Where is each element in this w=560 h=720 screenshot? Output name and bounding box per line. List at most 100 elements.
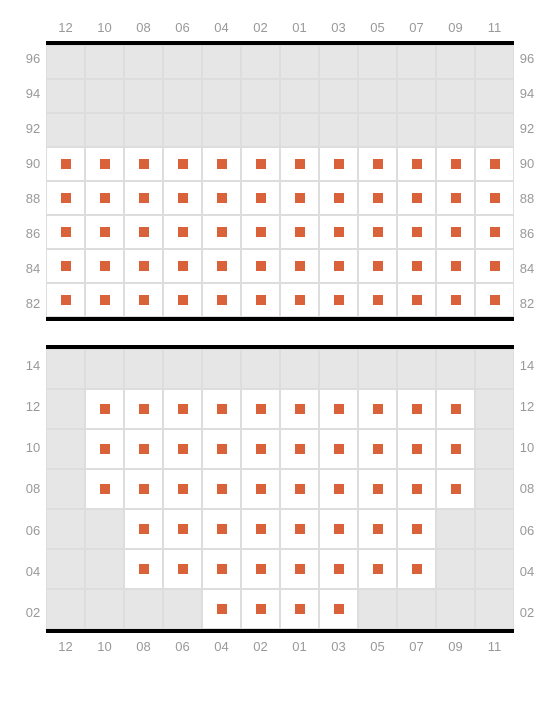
seat-cell[interactable] [202,249,241,283]
seat-cell[interactable] [397,215,436,249]
seat-cell[interactable] [85,283,124,317]
seat-cell[interactable] [124,509,163,549]
seat-cell[interactable] [319,147,358,181]
seat-cell[interactable] [202,429,241,469]
seat-cell[interactable] [202,215,241,249]
seat-cell[interactable] [85,181,124,215]
seat-cell[interactable] [280,549,319,589]
seat-cell[interactable] [163,215,202,249]
seat-cell[interactable] [124,249,163,283]
seat-cell[interactable] [241,249,280,283]
seat-cell[interactable] [319,249,358,283]
seat-cell[interactable] [163,181,202,215]
seat-cell[interactable] [475,249,514,283]
seat-cell[interactable] [397,181,436,215]
seat-cell[interactable] [358,469,397,509]
seat-cell[interactable] [46,283,85,317]
seat-cell[interactable] [436,147,475,181]
seat-cell[interactable] [202,389,241,429]
seat-cell[interactable] [319,509,358,549]
seat-cell[interactable] [85,147,124,181]
seat-cell[interactable] [241,469,280,509]
seat-cell[interactable] [319,469,358,509]
seat-cell[interactable] [85,469,124,509]
seat-cell[interactable] [202,283,241,317]
seat-cell[interactable] [163,429,202,469]
seat-cell[interactable] [358,389,397,429]
seat-cell[interactable] [319,215,358,249]
seat-cell[interactable] [163,469,202,509]
seat-cell[interactable] [202,147,241,181]
seat-cell[interactable] [397,249,436,283]
seat-cell[interactable] [436,469,475,509]
seat-cell[interactable] [358,283,397,317]
seat-cell[interactable] [280,215,319,249]
seat-cell[interactable] [280,469,319,509]
seat-cell[interactable] [124,549,163,589]
seat-cell[interactable] [436,283,475,317]
seat-cell[interactable] [397,389,436,429]
seat-cell[interactable] [85,249,124,283]
seat-cell[interactable] [397,147,436,181]
seat-cell[interactable] [85,429,124,469]
seat-cell[interactable] [241,147,280,181]
seat-cell[interactable] [202,589,241,629]
seat-cell[interactable] [163,389,202,429]
seat-cell[interactable] [436,389,475,429]
seat-cell[interactable] [319,549,358,589]
seat-cell[interactable] [241,283,280,317]
seat-cell[interactable] [124,181,163,215]
seat-cell[interactable] [241,389,280,429]
seat-cell[interactable] [358,147,397,181]
seat-cell[interactable] [397,429,436,469]
seat-cell[interactable] [475,181,514,215]
seat-cell[interactable] [280,509,319,549]
seat-cell[interactable] [46,147,85,181]
seat-cell[interactable] [358,549,397,589]
seat-cell[interactable] [319,589,358,629]
seat-cell[interactable] [124,429,163,469]
seat-cell[interactable] [397,549,436,589]
seat-cell[interactable] [475,215,514,249]
seat-cell[interactable] [124,147,163,181]
seat-cell[interactable] [319,429,358,469]
seat-cell[interactable] [319,389,358,429]
seat-cell[interactable] [241,589,280,629]
seat-cell[interactable] [436,249,475,283]
seat-cell[interactable] [280,429,319,469]
seat-cell[interactable] [280,181,319,215]
seat-cell[interactable] [202,181,241,215]
seat-cell[interactable] [241,215,280,249]
seat-cell[interactable] [124,283,163,317]
seat-cell[interactable] [397,283,436,317]
seat-cell[interactable] [280,147,319,181]
seat-cell[interactable] [241,429,280,469]
seat-cell[interactable] [397,469,436,509]
seat-cell[interactable] [319,181,358,215]
seat-cell[interactable] [241,549,280,589]
seat-cell[interactable] [436,429,475,469]
seat-cell[interactable] [85,389,124,429]
seat-cell[interactable] [124,469,163,509]
seat-cell[interactable] [46,181,85,215]
seat-cell[interactable] [46,249,85,283]
seat-cell[interactable] [358,509,397,549]
seat-cell[interactable] [319,283,358,317]
seat-cell[interactable] [358,215,397,249]
seat-cell[interactable] [241,181,280,215]
seat-cell[interactable] [436,181,475,215]
seat-cell[interactable] [475,283,514,317]
seat-cell[interactable] [163,283,202,317]
seat-cell[interactable] [280,589,319,629]
seat-cell[interactable] [280,389,319,429]
seat-cell[interactable] [163,249,202,283]
seat-cell[interactable] [202,469,241,509]
seat-cell[interactable] [358,249,397,283]
seat-cell[interactable] [124,215,163,249]
seat-cell[interactable] [475,147,514,181]
seat-cell[interactable] [280,249,319,283]
seat-cell[interactable] [280,283,319,317]
seat-cell[interactable] [163,147,202,181]
seat-cell[interactable] [358,429,397,469]
seat-cell[interactable] [202,509,241,549]
